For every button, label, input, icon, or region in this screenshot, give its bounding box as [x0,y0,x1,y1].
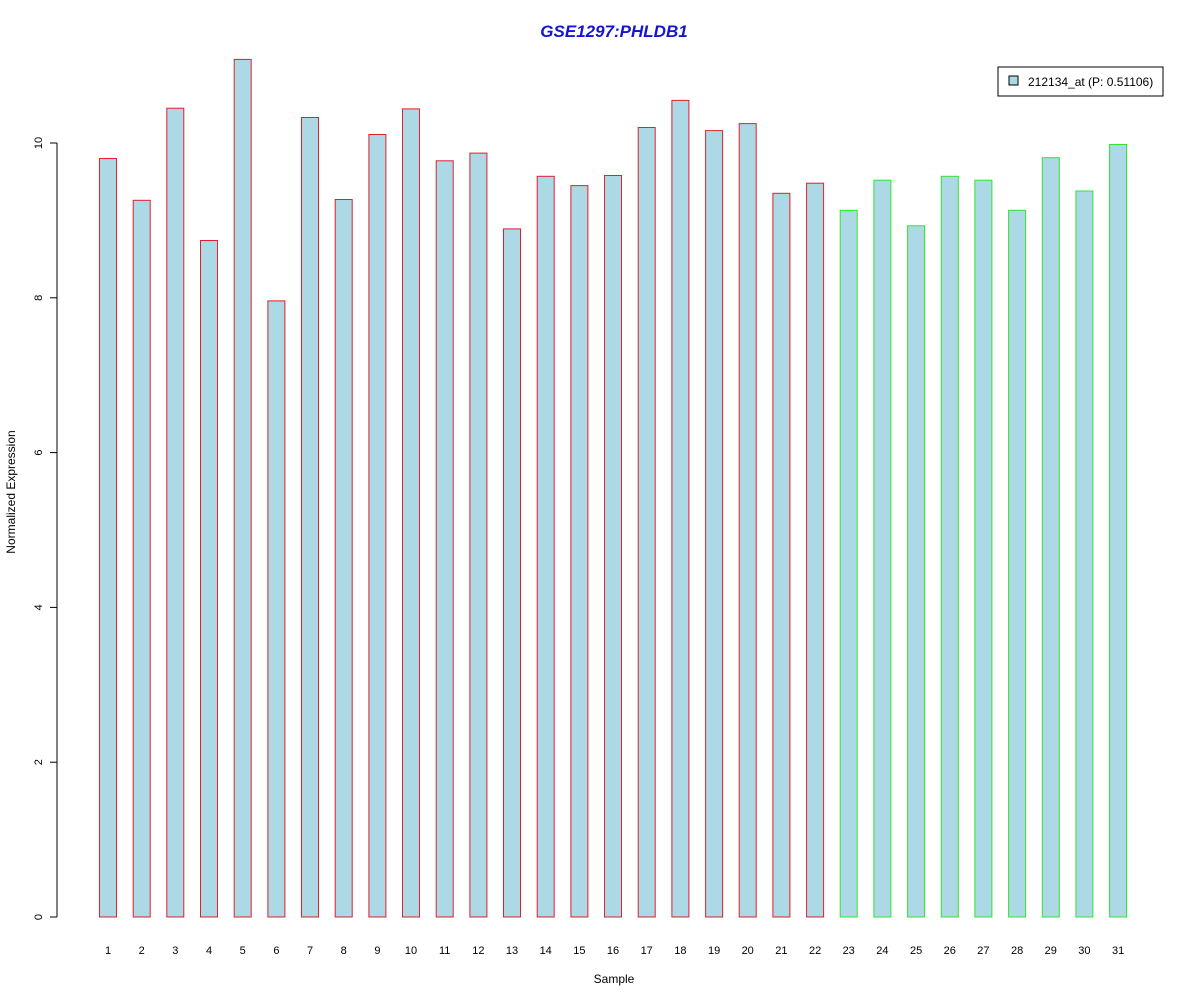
bar-sample-29 [1041,157,1060,918]
bar-sample-6 [267,300,286,918]
bar-sample-31 [1109,144,1128,918]
bar-sample-4 [200,240,218,918]
bar-sample-7 [301,117,319,918]
bar-sample-11 [435,160,454,918]
bar-sample-13 [503,228,521,918]
bar-sample-1 [99,158,117,918]
y-axis-label: Normalized Expression [4,430,18,553]
bar-sample-10 [402,108,420,918]
bar-sample-28 [1008,209,1027,918]
x-tick-label: 26 [944,945,956,957]
x-tick-label: 17 [641,945,653,957]
x-tick-label: 8 [341,945,347,957]
x-tick-label: 19 [708,945,720,957]
x-tick-labels: 1 2 3 4 5 6 7 8 9 10 11 12 13 14 15 16 17 18 19 20 21 22 23 24 2… [105,945,1124,957]
bar-sample-18 [671,99,690,918]
x-tick-label: 9 [374,945,380,957]
x-tick-label: 12 [472,945,484,957]
bar-sample-20 [738,123,757,918]
x-tick-label: 29 [1045,945,1057,957]
x-tick-label: 10 [405,945,417,957]
legend-swatch [1008,75,1019,86]
y-tick-label: 6 [33,450,45,456]
bar-sample-19 [705,130,724,918]
y-tick-label: 4 [33,604,45,610]
bar-sample-8 [334,199,353,918]
y-tick-label: 10 [33,137,45,149]
bar-sample-22 [806,182,825,918]
bar-sample-21 [772,192,791,918]
y-axis: 0 2 4 6 8 10 [33,137,58,920]
bar-sample-26 [940,175,959,918]
x-tick-label: 21 [775,945,787,957]
bar-sample-27 [974,179,993,918]
bar-sample-5 [233,58,252,918]
x-tick-label: 14 [540,945,552,957]
bar-sample-16 [604,175,622,918]
bar-sample-23 [839,209,858,918]
x-tick-label: 31 [1112,945,1124,957]
x-tick-label: 7 [307,945,313,957]
x-tick-label: 16 [607,945,619,957]
bar-sample-17 [637,127,656,918]
bar-sample-12 [469,152,488,918]
y-tick-label: 2 [33,759,45,765]
x-tick-label: 23 [843,945,855,957]
x-tick-label: 25 [910,945,922,957]
bar-sample-9 [368,134,387,918]
x-tick-label: 27 [977,945,989,957]
bar-sample-2 [132,199,151,918]
x-tick-label: 24 [876,945,888,957]
x-tick-label: 6 [273,945,279,957]
x-axis-label: Sample [594,972,635,986]
x-tick-label: 20 [742,945,754,957]
x-tick-label: 11 [439,945,450,957]
legend-box [997,66,1164,97]
x-tick-label: 22 [809,945,821,957]
x-tick-label: 28 [1011,945,1023,957]
legend: 212134_at (P: 0.51106) [997,66,1164,97]
legend-label: 212134_at (P: 0.51106) [1028,75,1153,89]
x-tick-label: 1 [105,945,111,957]
x-tick-label: 3 [172,945,178,957]
x-tick-label: 2 [139,945,145,957]
y-tick-label: 8 [33,295,45,301]
x-tick-label: 18 [674,945,686,957]
bar-sample-15 [570,185,589,918]
chart-title: GSE1297:PHLDB1 [540,22,687,41]
x-tick-label: 30 [1078,945,1090,957]
bar-sample-14 [536,175,555,918]
x-tick-label: 13 [506,945,518,957]
x-tick-label: 5 [240,945,246,957]
y-tick-label: 0 [33,914,45,920]
bar-sample-30 [1075,190,1094,918]
bar-sample-24 [873,179,892,918]
x-tick-label: 4 [206,945,212,957]
bar-sample-25 [907,225,926,918]
bars-group [99,58,1128,918]
x-tick-label: 15 [573,945,585,957]
bar-sample-3 [166,107,185,918]
